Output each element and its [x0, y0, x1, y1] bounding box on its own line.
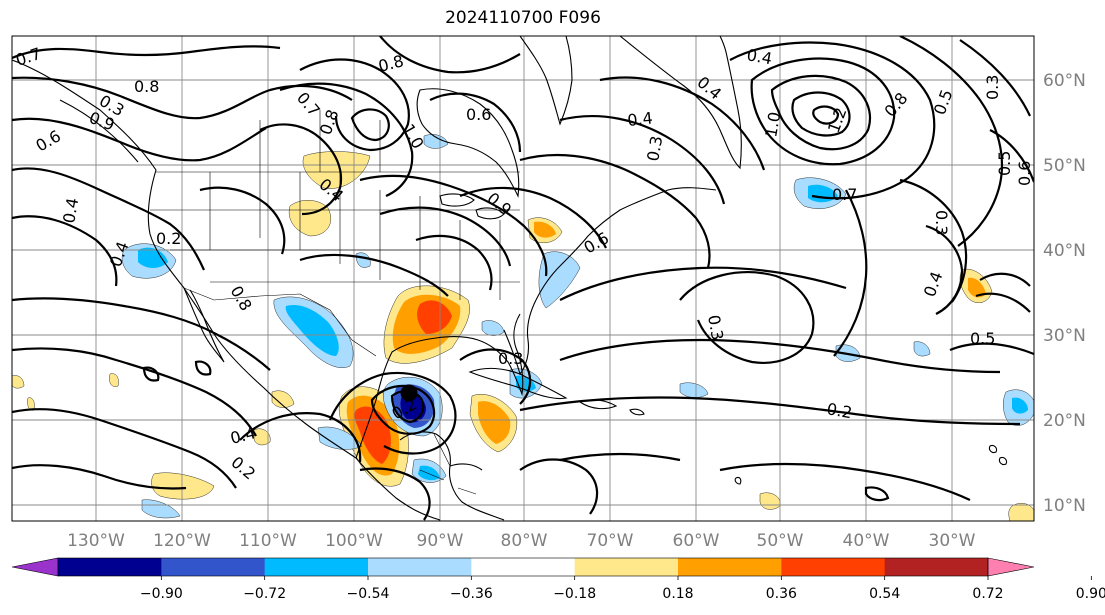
map-title: 2024110700 F096 — [445, 8, 601, 28]
shaded-anomalies — [12, 134, 1034, 521]
contour-label: 1.0 — [761, 110, 784, 138]
contour-label: 0.4 — [745, 45, 773, 68]
contour-label: 0.5 — [970, 329, 995, 348]
contour-label: 0.7 — [832, 185, 857, 204]
lon-label: 100°W — [325, 531, 383, 551]
lon-label: 30°W — [929, 531, 976, 551]
lon-label: 130°W — [67, 531, 125, 551]
colorbar-tick-label: −0.72 — [243, 586, 286, 602]
colorbar-swatch — [574, 558, 679, 576]
lon-label: 90°W — [417, 531, 464, 551]
colorbar-swatch — [884, 558, 989, 576]
colorbar-swatch — [678, 558, 782, 576]
contour-labels: 0.7 0.8 0.9 0.3 0.6 0.8 0.7 0.8 1.0 0.6 … — [13, 44, 1034, 484]
contour-label: 0.2 — [156, 229, 181, 248]
colorbar-tick-label: 0.72 — [972, 586, 1003, 602]
colorbar-extend-high — [987, 557, 1035, 577]
lat-label: 20°N — [1043, 411, 1086, 431]
contour-label: 0.3 — [498, 349, 523, 368]
colorbar-swatch — [471, 558, 576, 576]
colorbar-swatch — [264, 558, 369, 576]
lon-label: 50°W — [757, 531, 804, 551]
contour-label: 0.2 — [825, 399, 853, 422]
lat-label: 40°N — [1043, 241, 1086, 261]
storm-center-dot — [400, 384, 418, 402]
contour-label: 0.5 — [995, 151, 1014, 176]
contour-label: 0.3 — [643, 134, 666, 162]
longitude-axis: 130°W 120°W 110°W 100°W 90°W 80°W 70°W 6… — [67, 531, 976, 551]
latitude-axis: 60°N 50°N 40°N 30°N 20°N 10°N — [1043, 71, 1086, 516]
colorbar-tick-label: 0.18 — [662, 586, 693, 602]
lon-label: 80°W — [501, 531, 548, 551]
map-plot-area: 0.7 0.8 0.9 0.3 0.6 0.8 0.7 0.8 1.0 0.6 … — [12, 36, 1034, 521]
lon-label: 40°W — [843, 531, 890, 551]
lat-label: 10°N — [1043, 496, 1086, 516]
colorbar-tick-label: −0.90 — [140, 586, 183, 602]
colorbar-tick-label: −0.18 — [553, 586, 596, 602]
map-frame — [11, 35, 1035, 522]
contour-label: 0.6 — [466, 105, 491, 124]
lon-label: 60°W — [673, 531, 720, 551]
contour-label: 0.3 — [704, 313, 727, 341]
political-borders — [150, 110, 520, 495]
lon-label: 120°W — [153, 531, 211, 551]
colorbar: −0.90 −0.72 −0.54 −0.36 −0.18 0.18 0.36 0.54 0.7… — [11, 557, 1105, 602]
contour-label: 0.6 — [1015, 161, 1034, 186]
colorbar-tick-label: −0.54 — [347, 586, 390, 602]
contour-label: 0.3 — [932, 210, 951, 235]
coastlines — [12, 36, 1008, 521]
contour-label: 0.4 — [59, 196, 82, 224]
lat-label: 30°N — [1043, 326, 1086, 346]
colorbar-swatch — [781, 558, 886, 576]
colorbar-swatch — [161, 558, 266, 576]
lat-label: 60°N — [1043, 71, 1086, 91]
contour-lines — [12, 36, 1034, 521]
contour-label: 0.3 — [983, 75, 1002, 100]
contour-label: 0.8 — [134, 77, 159, 96]
graticule — [12, 36, 1034, 521]
lat-label: 50°N — [1043, 156, 1086, 176]
colorbar-tick-label: 0.90 — [1076, 586, 1105, 602]
colorbar-extend-low — [11, 557, 59, 577]
lon-label: 110°W — [239, 531, 297, 551]
lon-label: 70°W — [587, 531, 634, 551]
colorbar-tick-label: 0.36 — [766, 586, 797, 602]
colorbar-swatch — [368, 558, 472, 576]
colorbar-tick-label: 0.54 — [869, 586, 900, 602]
contour-label: 0.4 — [626, 108, 653, 130]
colorbar-outline — [57, 557, 989, 577]
colorbar-swatch — [58, 558, 162, 576]
colorbar-tick-label: −0.36 — [450, 586, 493, 602]
